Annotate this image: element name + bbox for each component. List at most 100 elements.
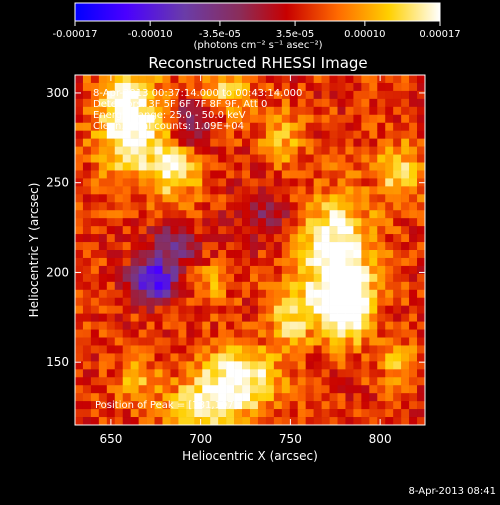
heatmap-cell: [186, 90, 195, 100]
heatmap-cell: [353, 202, 362, 211]
heatmap-cell: [353, 321, 362, 330]
heatmap-cell: [409, 130, 418, 139]
heatmap-cell: [265, 130, 275, 139]
heatmap-cell: [234, 218, 243, 227]
heatmap-cell: [337, 146, 346, 155]
heatmap-cell: [337, 82, 346, 92]
heatmap-cell: [257, 82, 267, 92]
heatmap-cell: [242, 178, 251, 187]
heatmap-cell: [194, 273, 203, 283]
heatmap-cell: [242, 337, 251, 346]
heatmap-cell: [313, 289, 322, 299]
heatmap-cell: [154, 385, 163, 394]
colorbar-tick-label: -3.5e-05: [199, 29, 241, 40]
heatmap-cell: [321, 138, 330, 147]
heatmap-cell: [194, 265, 203, 275]
heatmap-cell: [186, 218, 195, 227]
heatmap-cell: [401, 393, 410, 402]
heatmap-cell: [146, 377, 155, 386]
heatmap-cell: [369, 106, 378, 116]
heatmap-cell: [345, 210, 354, 219]
heatmap-cell: [98, 178, 108, 187]
heatmap-cell: [257, 273, 267, 283]
heatmap-cell: [242, 170, 251, 179]
heatmap-cell: [218, 377, 227, 386]
heatmap-cell: [210, 218, 219, 227]
heatmap-cell: [377, 114, 386, 124]
heatmap-cell: [321, 114, 330, 124]
heatmap-cell: [154, 82, 163, 92]
heatmap-cell: [281, 401, 291, 410]
heatmap-cell: [369, 393, 378, 402]
heatmap-cell: [218, 146, 227, 155]
heatmap-cell: [313, 385, 322, 394]
heatmap-cell: [361, 377, 370, 386]
heatmap-cell: [281, 289, 291, 299]
heatmap-cell: [130, 178, 139, 187]
heatmap-cell: [289, 409, 299, 418]
heatmap-cell: [265, 321, 275, 330]
heatmap-cell: [257, 178, 267, 187]
heatmap-cell: [289, 369, 299, 378]
heatmap-cell: [226, 361, 235, 370]
heatmap-cell: [178, 305, 187, 314]
heatmap-cell: [401, 321, 410, 330]
heatmap-cell: [281, 250, 291, 259]
heatmap-cell: [178, 385, 187, 394]
heatmap-cell: [377, 369, 386, 378]
heatmap-cell: [313, 377, 322, 386]
heatmap-cell: [250, 122, 259, 131]
heatmap-cell: [369, 154, 378, 163]
heatmap-cell: [297, 90, 306, 100]
heatmap-cell: [393, 321, 402, 330]
heatmap-cell: [106, 194, 116, 203]
heatmap-cell: [281, 170, 291, 179]
heatmap-cell: [98, 130, 108, 139]
heatmap-cell: [401, 409, 410, 418]
heatmap-cell: [234, 337, 243, 346]
heatmap-cell: [202, 313, 211, 322]
heatmap-cell: [273, 138, 283, 147]
heatmap-cell: [98, 170, 108, 179]
heatmap-cell: [210, 186, 219, 195]
heatmap-cell: [257, 138, 267, 147]
heatmap-cell: [337, 273, 346, 283]
heatmap-cell: [162, 289, 171, 299]
heatmap-cell: [186, 114, 195, 124]
heatmap-cell: [337, 377, 346, 386]
heatmap-cell: [417, 106, 426, 116]
heatmap-cell: [361, 313, 370, 322]
heatmap-cell: [154, 273, 163, 283]
heatmap-cell: [90, 146, 100, 155]
heatmap-cell: [218, 265, 227, 275]
heatmap-cell: [234, 417, 243, 426]
heatmap-cell: [281, 337, 291, 346]
heatmap-cell: [345, 170, 354, 179]
heatmap-cell: [138, 178, 147, 187]
heatmap-cell: [146, 210, 155, 219]
heatmap-cell: [218, 313, 227, 322]
heatmap-cell: [409, 281, 418, 291]
heatmap-cell: [234, 289, 243, 299]
heatmap-cell: [234, 114, 243, 124]
heatmap-cell: [202, 162, 211, 171]
heatmap-cell: [250, 162, 259, 171]
heatmap-cell: [353, 138, 362, 147]
heatmap-cell: [202, 353, 211, 362]
heatmap-cell: [90, 242, 100, 251]
heatmap-cell: [146, 297, 155, 306]
heatmap-cell: [82, 106, 92, 116]
heatmap-cell: [130, 417, 139, 426]
heatmap-cell: [75, 226, 84, 235]
heatmap-cell: [289, 154, 299, 163]
heatmap-cell: [281, 90, 291, 100]
heatmap-cell: [321, 130, 330, 139]
heatmap-cell: [257, 313, 267, 322]
heatmap-cell: [313, 98, 322, 108]
heatmap-cell: [417, 130, 426, 139]
heatmap-cell: [122, 90, 131, 100]
heatmap-cell: [361, 82, 370, 92]
heatmap-cell: [106, 130, 116, 139]
heatmap-cell: [122, 353, 131, 362]
heatmap-cell: [186, 337, 195, 346]
